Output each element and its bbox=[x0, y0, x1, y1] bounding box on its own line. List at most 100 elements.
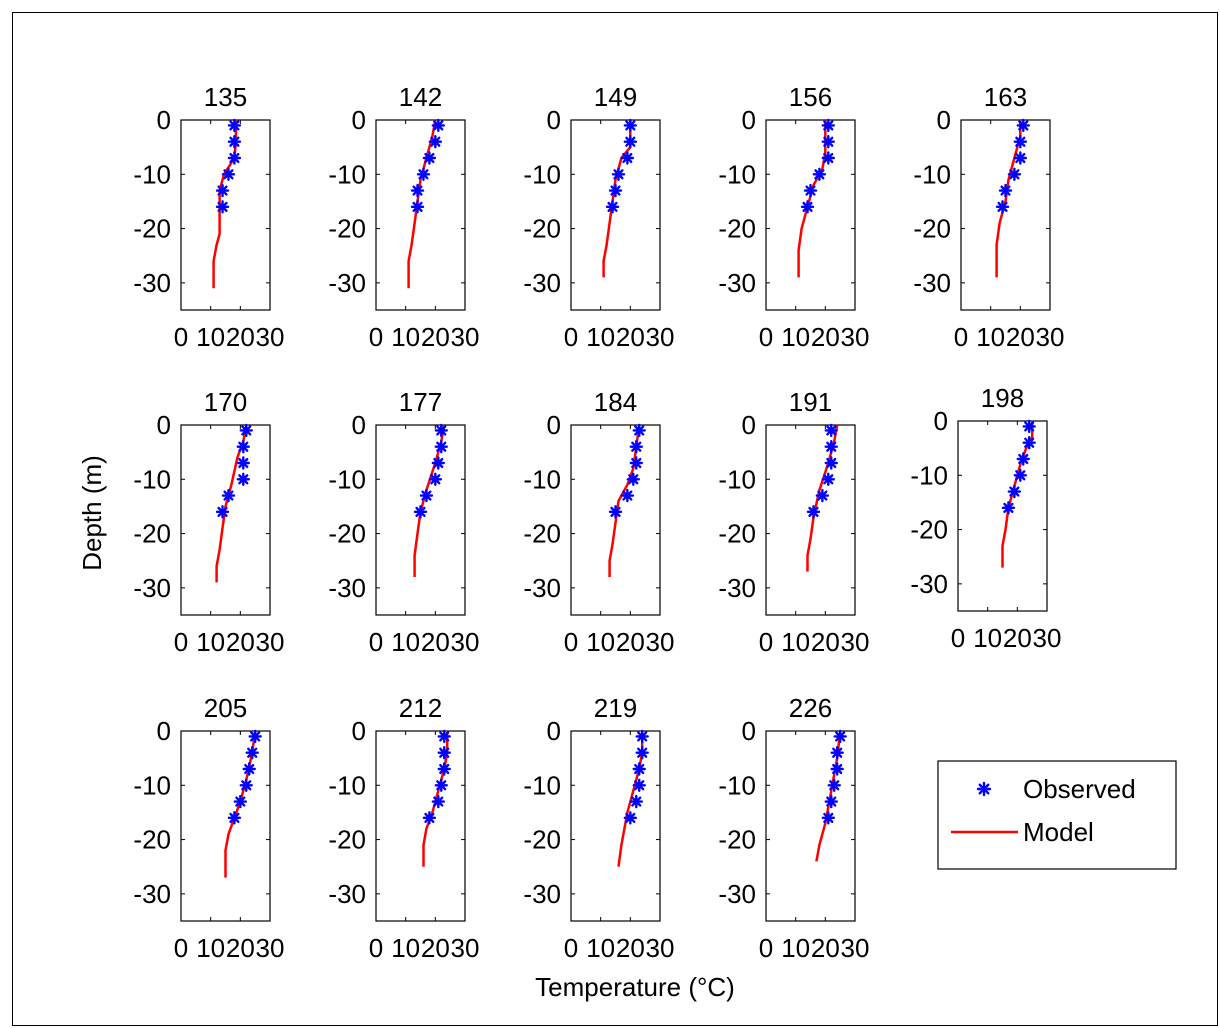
observed-point bbox=[632, 423, 646, 438]
y-tick-label: -10 bbox=[523, 464, 561, 494]
observed-point bbox=[830, 746, 844, 760]
observed-point bbox=[215, 200, 230, 214]
y-tick-label: 0 bbox=[157, 716, 171, 746]
observed-point bbox=[434, 778, 448, 792]
y-tick-label: -10 bbox=[328, 464, 366, 494]
x-tick-label: 20 bbox=[421, 933, 450, 963]
y-tick-label: -20 bbox=[718, 214, 756, 244]
y-tick-label: -20 bbox=[523, 825, 561, 855]
axes-box bbox=[570, 119, 661, 311]
observed-point bbox=[242, 762, 256, 776]
y-tick-label: -30 bbox=[523, 268, 561, 298]
figure-frame: 135 0 -10 -20 -30 0 10 20 30 142 0 -10 -20 -30 0 10 20 30… bbox=[12, 12, 1218, 1026]
axes-box bbox=[765, 119, 856, 311]
x-tick-label: 10 bbox=[391, 627, 420, 657]
observed-point bbox=[1013, 135, 1028, 149]
observed-point bbox=[821, 151, 835, 165]
y-tick-label: 0 bbox=[547, 716, 561, 746]
observed-point bbox=[245, 746, 259, 760]
y-tick-label: -10 bbox=[718, 159, 756, 189]
x-tick-label: 10 bbox=[196, 933, 225, 963]
y-tick-label: 0 bbox=[157, 105, 171, 135]
axes-box bbox=[570, 730, 661, 922]
x-tick-label: 0 bbox=[564, 322, 578, 352]
subplot-title: 212 bbox=[399, 693, 442, 723]
legend-model-label: Model bbox=[1023, 817, 1094, 847]
subplot-title: 205 bbox=[204, 693, 247, 723]
x-tick-label: 0 bbox=[954, 322, 968, 352]
observed-point bbox=[227, 118, 242, 133]
y-tick-label: -30 bbox=[328, 268, 366, 298]
x-tick-label: 20 bbox=[616, 322, 645, 352]
x-tick-label: 30 bbox=[1033, 623, 1062, 653]
subplot-title: 191 bbox=[789, 387, 832, 417]
y-tick-label: -30 bbox=[523, 879, 561, 909]
y-tick-label: -30 bbox=[133, 573, 171, 603]
x-tick-label: 30 bbox=[451, 322, 480, 352]
observed-point bbox=[1013, 151, 1028, 165]
model-series-line bbox=[797, 120, 827, 278]
observed-point bbox=[434, 440, 448, 454]
observed-point bbox=[413, 505, 428, 519]
x-tick-label: 0 bbox=[759, 322, 773, 352]
observed-point bbox=[239, 778, 253, 792]
subplot-title: 135 bbox=[204, 82, 247, 112]
y-tick-label: -30 bbox=[913, 268, 951, 298]
axes-box bbox=[375, 119, 466, 311]
observed-point bbox=[812, 167, 827, 181]
y-tick-label: -20 bbox=[133, 214, 171, 244]
observed-point bbox=[233, 794, 248, 809]
legend-box bbox=[937, 760, 1177, 870]
observed-point bbox=[437, 762, 451, 776]
observed-point bbox=[1022, 419, 1036, 434]
x-tick-label: 30 bbox=[841, 627, 870, 657]
subplot-title: 184 bbox=[594, 387, 637, 417]
observed-point bbox=[995, 200, 1010, 214]
x-tick-label: 20 bbox=[616, 627, 645, 657]
y-axis-label: Depth (m) bbox=[77, 455, 107, 571]
observed-point bbox=[248, 729, 262, 744]
observed-point bbox=[830, 762, 844, 776]
x-tick-label: 30 bbox=[451, 933, 480, 963]
observed-point bbox=[431, 118, 445, 133]
subplot-title: 198 bbox=[981, 383, 1024, 413]
observed-point bbox=[635, 729, 649, 744]
y-tick-label: -30 bbox=[328, 573, 366, 603]
y-tick-label: -30 bbox=[328, 879, 366, 909]
x-tick-label: 20 bbox=[811, 322, 840, 352]
y-tick-label: 0 bbox=[742, 410, 756, 440]
observed-point bbox=[824, 423, 838, 438]
x-tick-label: 0 bbox=[174, 933, 188, 963]
x-tick-label: 10 bbox=[391, 933, 420, 963]
y-tick-label: 0 bbox=[934, 406, 948, 436]
x-tick-label: 0 bbox=[759, 933, 773, 963]
observed-point bbox=[821, 118, 835, 133]
observed-point bbox=[800, 200, 815, 214]
x-tick-label: 10 bbox=[781, 322, 810, 352]
x-tick-label: 20 bbox=[811, 933, 840, 963]
observed-point bbox=[821, 135, 835, 149]
x-tick-label: 30 bbox=[646, 627, 675, 657]
observed-point bbox=[431, 794, 445, 809]
y-tick-label: -20 bbox=[718, 825, 756, 855]
y-tick-label: -10 bbox=[523, 770, 561, 800]
observed-point bbox=[626, 472, 640, 486]
x-tick-label: 10 bbox=[196, 322, 225, 352]
y-tick-label: -20 bbox=[718, 519, 756, 549]
x-tick-label: 30 bbox=[256, 933, 285, 963]
observed-point bbox=[437, 746, 451, 760]
observed-point bbox=[623, 118, 638, 133]
x-tick-label: 20 bbox=[421, 322, 450, 352]
subplot-title: 163 bbox=[984, 82, 1027, 112]
y-tick-label: 0 bbox=[547, 410, 561, 440]
y-tick-label: -10 bbox=[328, 159, 366, 189]
x-tick-label: 10 bbox=[973, 623, 1002, 653]
y-tick-label: -10 bbox=[910, 460, 948, 490]
observed-point bbox=[827, 778, 841, 792]
